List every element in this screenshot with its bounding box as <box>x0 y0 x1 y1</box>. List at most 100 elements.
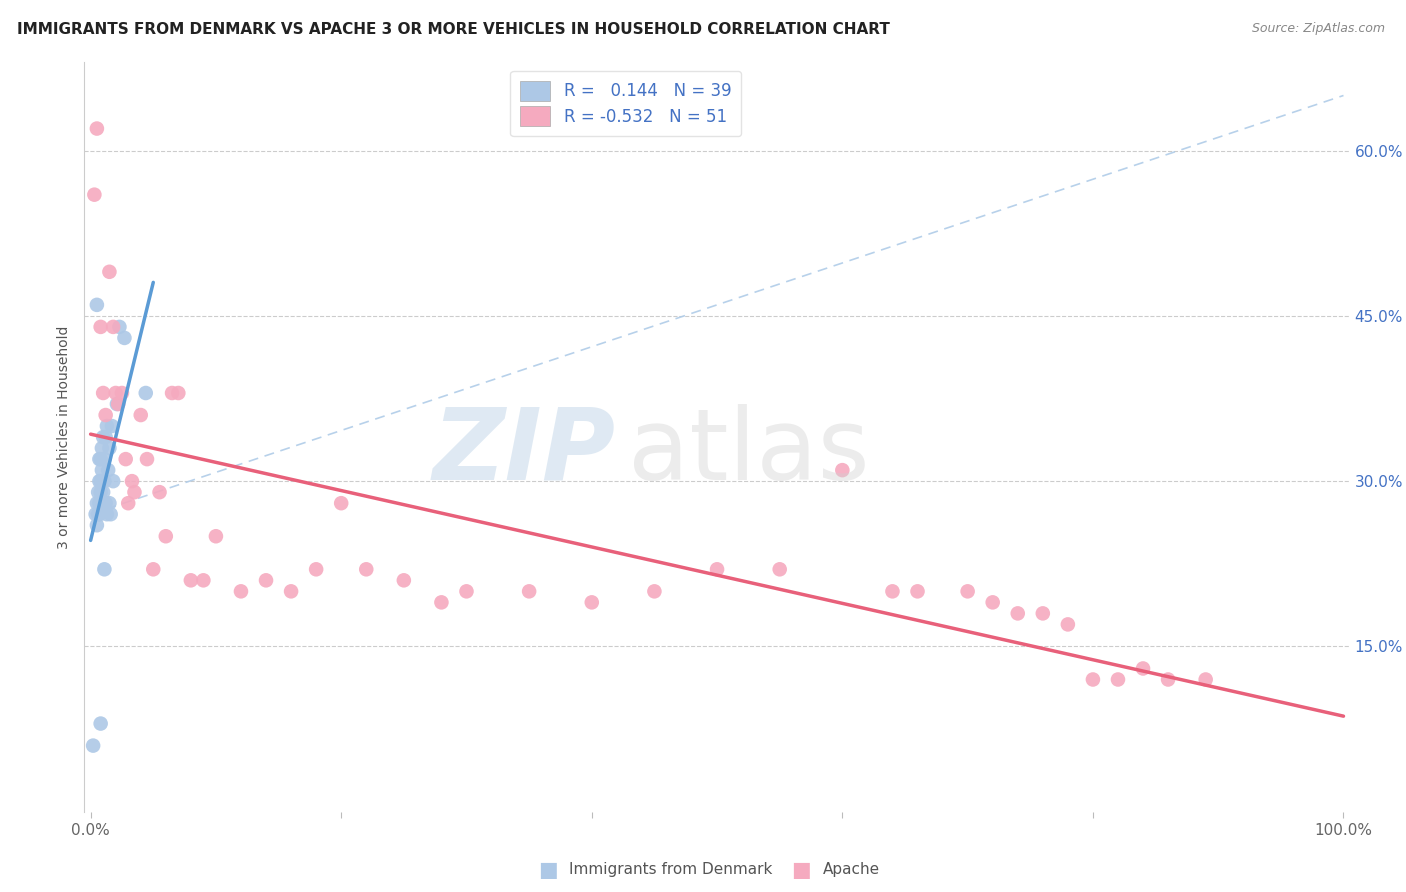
Point <box>86 496 108 510</box>
Point <box>90 474 112 488</box>
Point <box>1195 673 1218 687</box>
Point <box>82 739 104 753</box>
Y-axis label: 3 or more Vehicles in Household: 3 or more Vehicles in Household <box>58 326 72 549</box>
Point <box>129 408 152 422</box>
Point <box>193 574 215 588</box>
Point <box>956 584 979 599</box>
Point <box>91 496 114 510</box>
Point <box>90 496 112 510</box>
Text: Apache: Apache <box>823 863 880 877</box>
Point <box>581 595 603 609</box>
Point <box>94 430 117 444</box>
Point <box>107 397 129 411</box>
Point <box>93 474 115 488</box>
Point <box>114 452 136 467</box>
Point <box>90 463 112 477</box>
Point <box>86 121 108 136</box>
Point <box>108 319 131 334</box>
Point <box>155 529 177 543</box>
Point <box>86 518 108 533</box>
Point <box>101 319 124 334</box>
Point <box>907 584 929 599</box>
Point <box>101 474 124 488</box>
Text: IMMIGRANTS FROM DENMARK VS APACHE 3 OR MORE VEHICLES IN HOUSEHOLD CORRELATION CH: IMMIGRANTS FROM DENMARK VS APACHE 3 OR M… <box>17 22 890 37</box>
Point <box>882 584 904 599</box>
Point <box>84 507 107 521</box>
Point <box>1132 661 1154 675</box>
Point <box>97 463 120 477</box>
Point <box>330 496 353 510</box>
Point <box>981 595 1004 609</box>
Point <box>1107 673 1129 687</box>
Point <box>354 562 377 576</box>
Point <box>456 584 478 599</box>
Point <box>229 584 252 599</box>
Point <box>94 408 117 422</box>
Text: ■: ■ <box>538 860 558 880</box>
Point <box>706 562 728 576</box>
Point <box>93 562 115 576</box>
Text: atlas: atlas <box>628 403 870 500</box>
Text: Immigrants from Denmark: Immigrants from Denmark <box>569 863 773 877</box>
Point <box>94 496 117 510</box>
Point <box>98 496 121 510</box>
Legend: R =   0.144   N = 39, R = -0.532   N = 51: R = 0.144 N = 39, R = -0.532 N = 51 <box>510 70 741 136</box>
Point <box>769 562 792 576</box>
Point <box>83 187 105 202</box>
Point <box>96 419 118 434</box>
Point <box>104 386 127 401</box>
Point <box>98 441 121 455</box>
Point <box>90 441 112 455</box>
Point <box>831 463 853 477</box>
Point <box>93 452 115 467</box>
Point <box>124 485 146 500</box>
Point <box>135 386 157 401</box>
Point <box>643 584 665 599</box>
Point <box>98 265 121 279</box>
Point <box>86 298 108 312</box>
Point <box>117 496 139 510</box>
Point <box>305 562 328 576</box>
Point <box>101 419 124 434</box>
Point <box>89 474 111 488</box>
Point <box>205 529 228 543</box>
Point <box>136 452 159 467</box>
Point <box>254 574 277 588</box>
Point <box>87 485 110 500</box>
Text: ZIP: ZIP <box>433 403 616 500</box>
Point <box>430 595 453 609</box>
Point <box>89 452 111 467</box>
Point <box>96 507 118 521</box>
Point <box>280 584 302 599</box>
Text: ■: ■ <box>792 860 811 880</box>
Point <box>91 430 114 444</box>
Point <box>180 574 202 588</box>
Text: Source: ZipAtlas.com: Source: ZipAtlas.com <box>1251 22 1385 36</box>
Point <box>90 319 112 334</box>
Point <box>1032 607 1054 621</box>
Point <box>121 474 143 488</box>
Point <box>1007 607 1029 621</box>
Point <box>148 485 170 500</box>
Point <box>91 386 114 401</box>
Point <box>105 397 128 411</box>
Point <box>142 562 165 576</box>
Point <box>392 574 415 588</box>
Point <box>89 507 111 521</box>
Point <box>167 386 190 401</box>
Point <box>87 507 110 521</box>
Point <box>100 507 122 521</box>
Point <box>1081 673 1104 687</box>
Point <box>160 386 183 401</box>
Point <box>90 485 112 500</box>
Point <box>90 474 112 488</box>
Point <box>517 584 540 599</box>
Point <box>89 496 111 510</box>
Point <box>1157 673 1180 687</box>
Point <box>1057 617 1080 632</box>
Point <box>91 485 114 500</box>
Point <box>90 716 112 731</box>
Point <box>90 452 112 467</box>
Point <box>114 331 136 345</box>
Point <box>111 386 134 401</box>
